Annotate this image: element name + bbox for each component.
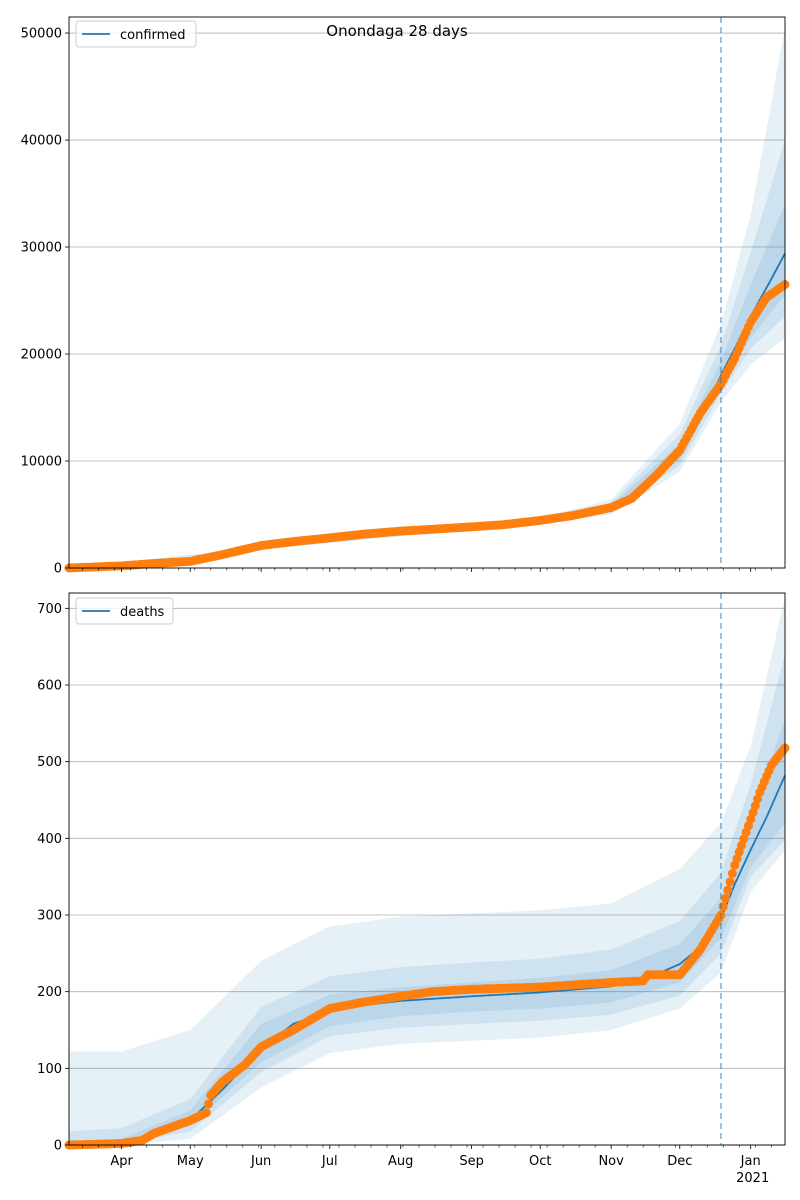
deaths-axes-border <box>68 592 786 1146</box>
confirmed-legend-label: confirmed <box>120 28 186 43</box>
confirmed-y-tick-label: 10000 <box>21 455 62 470</box>
deaths-observed-point <box>723 885 733 895</box>
confirmed-axes-border <box>68 16 786 569</box>
deaths-axes-frame <box>68 592 786 1146</box>
deaths-panel: 0 100 200 300 400 500 600 700 Apr May Jun Jul Aug Se… <box>37 592 790 1186</box>
deaths-x-tick-label: May <box>177 1154 204 1169</box>
deaths-x-tick-label: Aug <box>388 1154 413 1169</box>
deaths-legend-box <box>75 597 174 625</box>
deaths-legend-label: deaths <box>120 605 165 620</box>
deaths-y-tick-label: 100 <box>37 1062 62 1077</box>
deaths-observed-point <box>727 869 737 878</box>
deaths-x-tick-label: Sep <box>459 1154 484 1169</box>
deaths-x-tick-label: Jun <box>250 1154 271 1169</box>
deaths-y-ticks: 0 100 200 300 400 500 600 700 <box>37 602 69 1154</box>
deaths-y-tick-label: 0 <box>54 1139 62 1154</box>
deaths-x-tick-label: Oct <box>529 1154 551 1169</box>
deaths-y-tick-label: 600 <box>37 679 62 694</box>
deaths-band-1 <box>69 596 785 1145</box>
deaths-x-tick-label: Nov <box>598 1154 624 1169</box>
deaths-y-tick-label: 400 <box>37 832 62 847</box>
deaths-y-tick-label: 300 <box>37 909 62 924</box>
confirmed-y-tick-label: 50000 <box>21 27 62 42</box>
deaths-x-tick-label: Jan <box>740 1154 761 1169</box>
deaths-y-tick-label: 200 <box>37 985 62 1000</box>
deaths-x-ticks: Apr May Jun Jul Aug Sep Oct Nov Dec Jan 2021 <box>82 1145 772 1186</box>
confirmed-axes-frame <box>68 16 786 569</box>
deaths-y-tick-label: 700 <box>37 602 62 617</box>
confirmed-y-ticks: 0 10000 20000 30000 40000 50000 <box>21 27 69 577</box>
deaths-observed-point <box>204 1099 213 1109</box>
deaths-uncertainty-bands <box>69 596 785 1145</box>
deaths-legend: deaths <box>75 597 174 625</box>
deaths-observed-point <box>721 893 730 903</box>
deaths-x-tick-label: Apr <box>110 1154 133 1169</box>
chart-title: Onondaga 28 days <box>326 22 468 40</box>
confirmed-panel: 0 10000 20000 30000 40000 50000 Onondaga 28 d… <box>21 16 790 577</box>
deaths-observed-point <box>718 902 728 912</box>
deaths-observed-points <box>64 743 790 1150</box>
deaths-x-tick-label: Jul <box>321 1154 338 1169</box>
confirmed-legend-box <box>75 20 197 48</box>
deaths-observed-point <box>750 801 760 811</box>
deaths-observed-point <box>725 877 735 887</box>
confirmed-legend: confirmed <box>75 20 197 48</box>
confirmed-x-ticks <box>82 568 772 572</box>
confirmed-y-tick-label: 0 <box>54 562 62 577</box>
confirmed-y-tick-label: 30000 <box>21 241 62 256</box>
deaths-y-tick-label: 500 <box>37 755 62 770</box>
confirmed-y-tick-label: 40000 <box>21 134 62 149</box>
deaths-x-tick-label: Dec <box>667 1154 692 1169</box>
confirmed-y-tick-label: 20000 <box>21 348 62 363</box>
deaths-x-year-label: 2021 <box>736 1171 769 1186</box>
deaths-observed-point <box>201 1108 211 1118</box>
